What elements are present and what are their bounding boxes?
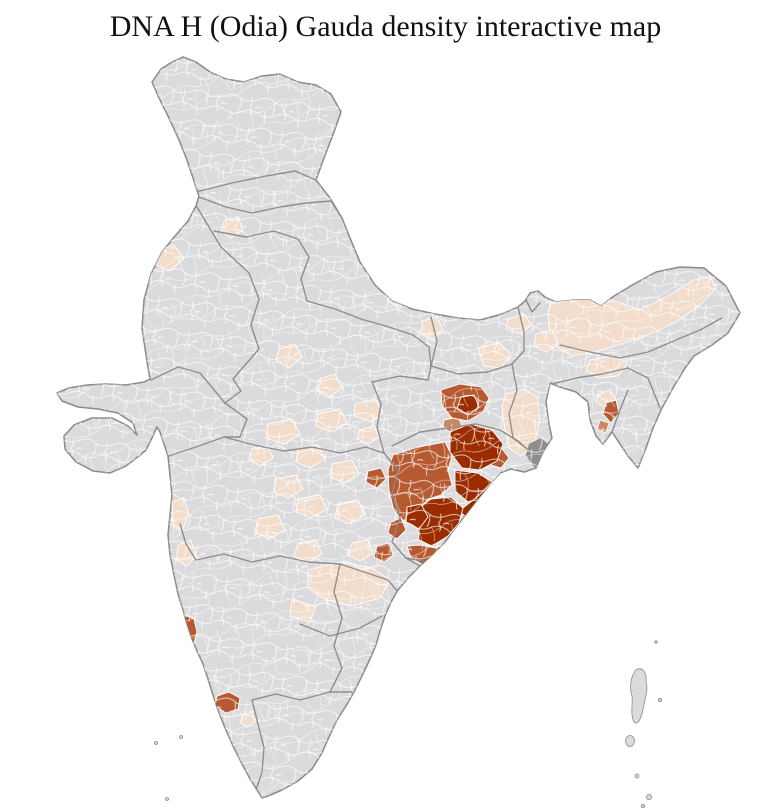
page-title: DNA H (Odia) Gauda density interactive m… bbox=[109, 10, 662, 43]
district-medium-low[interactable] bbox=[424, 559, 447, 577]
andaman-nicobar-islands[interactable] bbox=[625, 640, 663, 809]
district-low[interactable] bbox=[460, 293, 484, 314]
lakshadweep-islands[interactable] bbox=[154, 735, 183, 801]
district-mesh-overlay-2 bbox=[57, 57, 740, 798]
district-medium-low[interactable] bbox=[475, 507, 495, 526]
state-boundaries bbox=[150, 170, 723, 791]
